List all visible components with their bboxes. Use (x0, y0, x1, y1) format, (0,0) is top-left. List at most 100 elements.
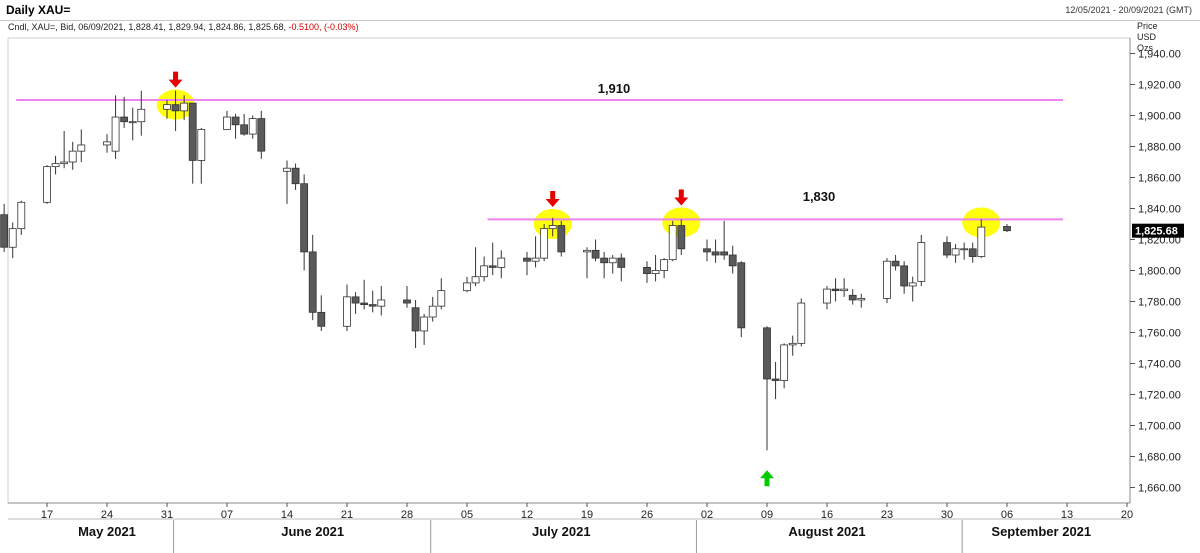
candle-body (917, 242, 926, 282)
date-range: 12/05/2021 - 20/09/2021 (GMT) (1065, 5, 1192, 15)
candle-body (437, 290, 446, 307)
candle-body (583, 249, 591, 253)
x-tick-label: 19 (581, 509, 593, 521)
candle-body (128, 121, 137, 124)
axis-unit-labels: Price USD Ozs (1137, 21, 1158, 54)
candle-body (351, 296, 360, 304)
candle-body (377, 299, 386, 307)
candle-body (823, 288, 831, 304)
candle-body (540, 228, 549, 259)
candle-body (291, 167, 300, 185)
y-tick-label: 1,700.00 (1138, 421, 1181, 433)
month-label: August 2021 (788, 524, 865, 539)
month-label: May 2021 (78, 524, 136, 539)
candle-body (548, 225, 557, 230)
unit-ounces: Ozs (1137, 43, 1154, 53)
candle-body (8, 228, 17, 248)
candle-body (368, 304, 377, 307)
candle-body (480, 265, 489, 278)
x-tick-label: 20 (1121, 509, 1133, 521)
candle-body (968, 248, 977, 257)
candle-body (703, 248, 711, 253)
candle-body (797, 302, 806, 344)
candle-body (248, 118, 257, 135)
candle-body (300, 183, 309, 253)
candle-body (943, 242, 951, 256)
x-tick-label: 28 (401, 509, 413, 521)
x-tick-label: 02 (701, 509, 713, 521)
candle-body (171, 104, 180, 112)
last-price-tag (1132, 223, 1184, 238)
candle-body (531, 257, 540, 262)
candle-body (883, 260, 891, 299)
candle-body (111, 116, 120, 152)
y-tick-label: 1,660.00 (1138, 483, 1181, 495)
candle-body (677, 225, 686, 250)
candle-body (908, 282, 917, 287)
y-tick-label: 1,860.00 (1138, 173, 1181, 185)
y-tick-label: 1,780.00 (1138, 297, 1181, 309)
y-tick-label: 1,740.00 (1138, 359, 1181, 371)
candle-body (557, 225, 566, 253)
candle-body (197, 129, 206, 161)
y-tick-label: 1,940.00 (1138, 49, 1181, 61)
candle-body (1003, 226, 1011, 232)
x-tick-label: 13 (1061, 509, 1073, 521)
candle-body (977, 226, 986, 257)
candle-body (317, 311, 326, 327)
candle-body (960, 248, 969, 251)
candle-body (728, 254, 737, 267)
candle-body (68, 150, 77, 163)
x-tick-label: 07 (221, 509, 233, 521)
y-tick-label: 1,920.00 (1138, 80, 1181, 92)
candle-body (840, 288, 849, 292)
candle-body (857, 297, 866, 301)
arrow-down-icon (545, 191, 560, 207)
y-tick-label: 1,880.00 (1138, 142, 1181, 154)
x-tick-label: 23 (881, 509, 893, 521)
arrow-down-icon (168, 71, 183, 88)
candle-body (591, 249, 600, 259)
candle-body (788, 342, 797, 346)
y-tick-label: 1,800.00 (1138, 266, 1181, 278)
candle-body (283, 167, 291, 172)
candle-body (523, 257, 531, 262)
x-tick-label: 09 (761, 509, 773, 521)
candle-body (360, 302, 369, 305)
candle-body (60, 161, 69, 164)
last-price-label: 1,825.68 (1135, 226, 1178, 238)
candle-body (137, 108, 146, 123)
candle-body (403, 299, 411, 304)
candle-body (231, 116, 240, 126)
candle-body (848, 294, 857, 301)
x-tick-label: 26 (641, 509, 653, 521)
y-tick-label: 1,900.00 (1138, 111, 1181, 123)
candle-info-line: Cndl, XAU=, Bid, 06/09/2021, 1,828.41, 1… (8, 22, 359, 32)
x-tick-label: 16 (821, 509, 833, 521)
month-label: September 2021 (991, 524, 1091, 539)
candle-body (763, 327, 771, 380)
x-tick-label: 21 (341, 509, 353, 521)
candle-body (737, 262, 746, 329)
candle-body (223, 116, 231, 130)
candle-body (463, 282, 471, 292)
candle-body (771, 378, 780, 381)
candle-body (471, 276, 480, 284)
month-label: July 2021 (532, 524, 591, 539)
candle-body (600, 257, 609, 264)
candle-body (720, 251, 729, 256)
arrow-up-icon (760, 470, 774, 487)
candle-body (643, 266, 651, 274)
candle-body (343, 296, 351, 327)
candle-body (257, 118, 266, 152)
candle-body (103, 141, 111, 146)
candle-body (240, 124, 249, 135)
level-label-1910: 1,910 (598, 81, 631, 96)
y-tick-label: 1,680.00 (1138, 452, 1181, 464)
x-tick-label: 12 (521, 509, 533, 521)
title-bar: Daily XAU= 12/05/2021 - 20/09/2021 (GMT) (0, 0, 1200, 21)
candle-body (51, 163, 60, 168)
candle-body (651, 270, 660, 274)
candle-body (420, 316, 429, 332)
